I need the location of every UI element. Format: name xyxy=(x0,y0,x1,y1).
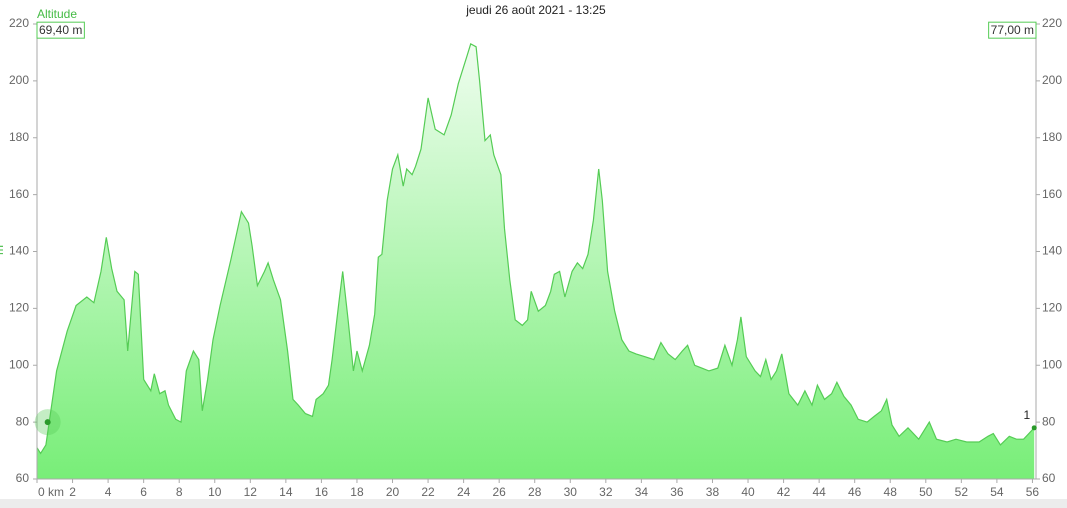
y2-tick-label: 160 xyxy=(1042,187,1062,201)
x-tick-label: 12 xyxy=(244,485,258,499)
end-dot xyxy=(1031,425,1037,431)
x-tick-label: 8 xyxy=(176,485,183,499)
y2-tick-label: 180 xyxy=(1042,130,1062,144)
y2-readout-box xyxy=(988,21,1037,39)
x-tick-label: 16 xyxy=(315,485,329,499)
x-tick-label: 10 xyxy=(208,485,222,499)
y-tick-label: 160 xyxy=(9,187,29,201)
x-tick-label: 18 xyxy=(350,485,364,499)
x-tick-label: 50 xyxy=(919,485,933,499)
y-tick-label: 120 xyxy=(9,301,29,315)
cursor-dot xyxy=(44,419,51,426)
x-tick-label: 46 xyxy=(848,485,862,499)
x-tick-label: 52 xyxy=(955,485,969,499)
y-tick-label: 60 xyxy=(16,471,30,485)
y2-tick-label: 120 xyxy=(1042,301,1062,315)
x-tick-label: 44 xyxy=(812,485,826,499)
y2-tick-label: 80 xyxy=(1042,414,1056,428)
y-readout: 69,40 m xyxy=(39,23,82,37)
x-tick-label: 0 km xyxy=(38,485,64,499)
x-tick-label: 34 xyxy=(635,485,649,499)
y-tick-label: 200 xyxy=(9,73,29,87)
y-axis-title: m xyxy=(0,245,6,255)
x-tick-label: 36 xyxy=(670,485,684,499)
y-tick-label: 220 xyxy=(9,16,29,30)
y2-tick-label: 140 xyxy=(1042,244,1062,258)
x-tick-label: 14 xyxy=(279,485,293,499)
y-tick-label: 180 xyxy=(9,130,29,144)
y-axis-name: Altitude xyxy=(37,7,77,21)
elevation-line xyxy=(36,43,1035,455)
x-tick-label: 4 xyxy=(105,485,112,499)
y-tick-label: 100 xyxy=(9,357,29,371)
y2-tick-label: 220 xyxy=(1042,16,1062,30)
x-tick-label: 30 xyxy=(564,485,578,499)
x-tick-label: 42 xyxy=(777,485,791,499)
x-tick-label: 20 xyxy=(386,485,400,499)
x-tick-label: 56 xyxy=(1026,485,1040,499)
x-tick-label: 24 xyxy=(457,485,471,499)
x-tick-label: 2 xyxy=(69,485,76,499)
chart-title: jeudi 26 août 2021 - 13:25 xyxy=(465,3,606,17)
y2-readout: 77,00 m xyxy=(991,23,1034,37)
x-tick-label: 54 xyxy=(990,485,1004,499)
x-tick-label: 32 xyxy=(599,485,613,499)
scrollbar xyxy=(0,499,1067,508)
x-tick-label: 6 xyxy=(140,485,147,499)
x-tick-label: 26 xyxy=(492,485,506,499)
y2-tick-label: 60 xyxy=(1042,471,1056,485)
elevation-area xyxy=(37,43,1035,480)
x-tick-label: 22 xyxy=(421,485,435,499)
y2-tick-label: 100 xyxy=(1042,357,1062,371)
y-readout-box xyxy=(36,21,85,39)
end-label: 1 xyxy=(1024,408,1031,422)
x-tick-label: 40 xyxy=(741,485,755,499)
x-tick-label: 28 xyxy=(528,485,542,499)
y2-tick-label: 200 xyxy=(1042,73,1062,87)
y-tick-label: 140 xyxy=(9,244,29,258)
x-tick-label: 48 xyxy=(884,485,898,499)
y-tick-label: 80 xyxy=(16,414,30,428)
x-tick-label: 38 xyxy=(706,485,720,499)
